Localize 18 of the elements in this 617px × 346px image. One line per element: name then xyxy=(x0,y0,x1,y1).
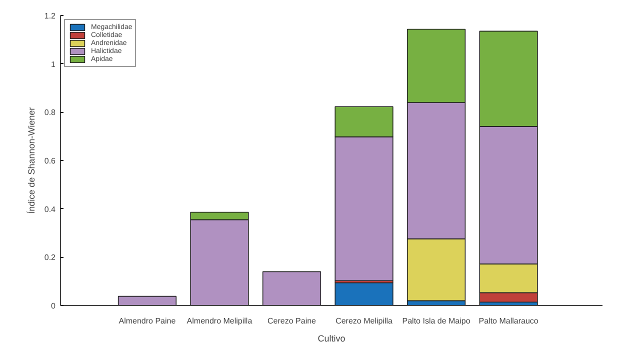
x-tick-label: Cerezo Paine xyxy=(268,316,317,326)
bar xyxy=(334,282,394,306)
y-axis-title: Índice de Shannon-Wiener xyxy=(26,107,36,214)
x-tick-label: Almendro Paine xyxy=(118,316,176,326)
x-axis-title: Cultivo xyxy=(318,334,346,344)
x-tick-label: Almendro Melipilla xyxy=(186,316,253,326)
x-tick-label: Cerezo Melipilla xyxy=(336,316,394,326)
y-tick-label: 0 xyxy=(51,302,56,310)
bar xyxy=(118,296,177,306)
x-tick-label: Palto Isla de Maipo xyxy=(402,316,471,326)
y-tick-label: 0.6 xyxy=(44,156,56,166)
y-tick-label: 1.2 xyxy=(44,12,56,20)
y-tick-label: 0.4 xyxy=(44,204,56,214)
x-tick-label: Palto Mallarauco xyxy=(478,316,539,326)
y-tick-label: 1 xyxy=(51,60,56,69)
bar xyxy=(262,271,322,306)
y-tick-label: 0.8 xyxy=(44,108,56,118)
y-tick-label: 0.2 xyxy=(44,253,56,262)
